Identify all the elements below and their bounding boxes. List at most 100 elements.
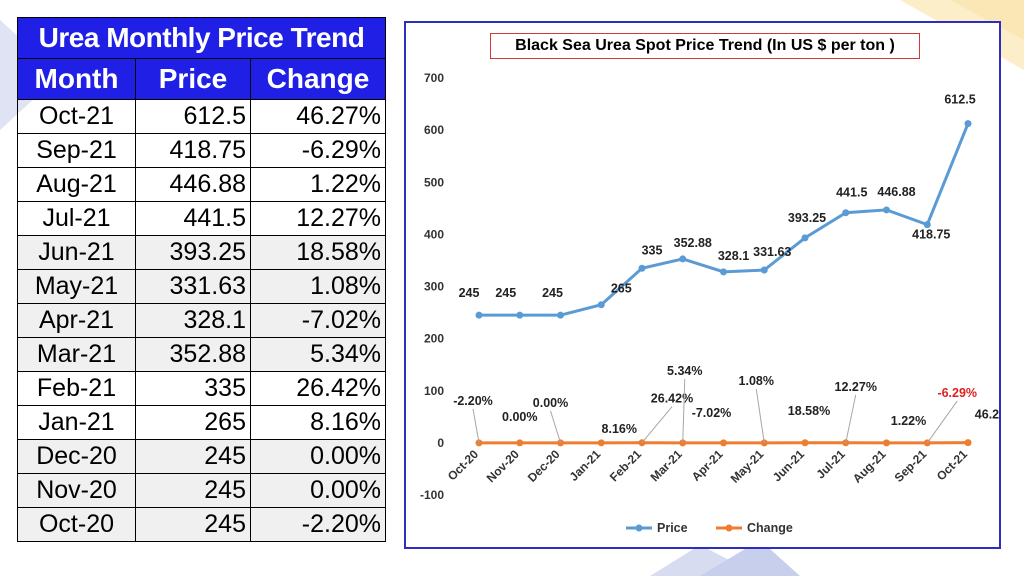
table-row: Oct-20 245 -2.20% (17, 507, 386, 542)
cell-price: 418.75 (135, 133, 251, 168)
data-label-price: 446.88 (877, 185, 915, 199)
data-point-price (557, 311, 564, 319)
cell-month: Feb-21 (17, 371, 136, 406)
data-point-price (842, 209, 850, 217)
table-row: Jul-21 441.5 12.27% (17, 201, 386, 236)
header-change: Change (250, 58, 386, 100)
cell-price: 328.1 (135, 303, 251, 338)
data-point-price (516, 311, 524, 319)
cell-month: Apr-21 (17, 303, 136, 338)
data-label-price: 245 (542, 286, 563, 300)
y-tick-label: 700 (424, 71, 444, 85)
cell-change: 26.42% (250, 371, 386, 406)
x-tick-label: Sep-21 (892, 447, 930, 485)
y-tick-label: 300 (424, 280, 444, 294)
data-point-change (801, 439, 809, 447)
price-table: Urea Monthly Price Trend Month Price Cha… (17, 17, 386, 542)
cell-month: Aug-21 (17, 167, 136, 202)
table-row: Dec-20 245 0.00% (17, 439, 386, 474)
data-point-price (801, 234, 809, 242)
cell-change: 18.58% (250, 235, 386, 270)
cell-month: May-21 (17, 269, 136, 304)
data-point-price (760, 266, 768, 274)
data-label-change: 1.08% (739, 374, 774, 388)
data-label-change: -6.29% (937, 386, 977, 400)
cell-change: 5.34% (250, 337, 386, 372)
cell-change: 0.00% (250, 439, 386, 474)
data-label-change: 1.22% (891, 414, 926, 428)
table-row: Jun-21 393.25 18.58% (17, 235, 386, 270)
data-point-change (883, 439, 890, 447)
x-tick-label: Aug-21 (850, 447, 889, 486)
cell-month: Oct-20 (17, 507, 136, 542)
cell-month: Sep-21 (17, 133, 136, 168)
data-label-change: 46.27% (975, 408, 999, 422)
x-tick-label: Feb-21 (607, 447, 644, 484)
line-chart: -100 0 100 200 300 400 500 600 700 Oct-20 Nov-20 De… (420, 71, 999, 535)
legend-marker-price (635, 524, 643, 532)
cell-change: 46.27% (250, 99, 386, 134)
x-tick-label: Jul-21 (813, 447, 848, 482)
x-tick-label: Jan-21 (567, 447, 604, 484)
table-row: Nov-20 245 0.00% (17, 473, 386, 508)
leader-line (755, 388, 765, 443)
data-label-price: 328.1 (718, 249, 749, 263)
chart-panel: Black Sea Urea Spot Price Trend (In US $… (404, 21, 1001, 549)
leader-line (682, 378, 686, 443)
chart-title: Black Sea Urea Spot Price Trend (In US $… (490, 33, 920, 59)
cell-price: 612.5 (135, 99, 251, 134)
x-tick-label: Mar-21 (648, 447, 685, 484)
cell-change: 0.00% (250, 473, 386, 508)
x-tick-label: Oct-20 (445, 447, 482, 484)
cell-change: 1.08% (250, 269, 386, 304)
x-tick-label: Apr-21 (689, 447, 726, 484)
data-label-change: 0.00% (502, 410, 537, 424)
x-tick-label: Oct-21 (934, 447, 971, 484)
cell-change: -7.02% (250, 303, 386, 338)
cell-month: Mar-21 (17, 337, 136, 372)
cell-change: -6.29% (250, 133, 386, 168)
table-body: Oct-21 612.5 46.27% Sep-21 418.75 -6.29% Aug-2… (17, 99, 386, 542)
data-label-price: 245 (459, 286, 480, 300)
cell-month: Jul-21 (17, 201, 136, 236)
x-tick-label: Jun-21 (770, 447, 807, 484)
cell-price: 331.63 (135, 269, 251, 304)
y-tick-label: 100 (424, 384, 444, 398)
x-tick-label: Dec-20 (525, 447, 563, 485)
x-tick-label: Nov-20 (484, 447, 522, 485)
data-label-change: -7.02% (692, 406, 732, 420)
table-row: Mar-21 352.88 5.34% (17, 337, 386, 372)
data-point-price (597, 301, 605, 309)
cell-month: Oct-21 (17, 99, 136, 134)
cell-price: 393.25 (135, 235, 251, 270)
leader-line (472, 408, 480, 443)
data-label-change: 12.27% (835, 380, 877, 394)
y-tick-label: 400 (424, 227, 444, 241)
y-tick-label: -100 (420, 488, 444, 502)
legend-label: Change (747, 521, 793, 535)
data-label-price: 418.75 (912, 228, 950, 242)
leader-line (845, 394, 857, 443)
data-label-price: 335 (642, 243, 663, 257)
data-point-change (964, 439, 972, 447)
data-point-price (720, 268, 727, 276)
y-tick-label: 500 (424, 175, 444, 189)
data-point-price (883, 206, 890, 214)
data-label-change: 8.16% (602, 422, 637, 436)
cell-price: 335 (135, 371, 251, 406)
cell-change: 12.27% (250, 201, 386, 236)
data-label-price: 393.25 (788, 211, 826, 225)
table-row: Oct-21 612.5 46.27% (17, 99, 386, 134)
data-label-price: 331.63 (753, 245, 791, 259)
cell-price: 446.88 (135, 167, 251, 202)
table-title: Urea Monthly Price Trend (17, 17, 386, 59)
data-label-change: -2.20% (453, 394, 493, 408)
cell-price: 245 (135, 507, 251, 542)
legend-label: Price (657, 521, 688, 535)
data-point-price (923, 221, 931, 229)
data-point-price (679, 255, 687, 263)
data-label-change: 26.42% (651, 392, 693, 406)
cell-month: Dec-20 (17, 439, 136, 474)
cell-change: 1.22% (250, 167, 386, 202)
table-row: Apr-21 328.1 -7.02% (17, 303, 386, 338)
